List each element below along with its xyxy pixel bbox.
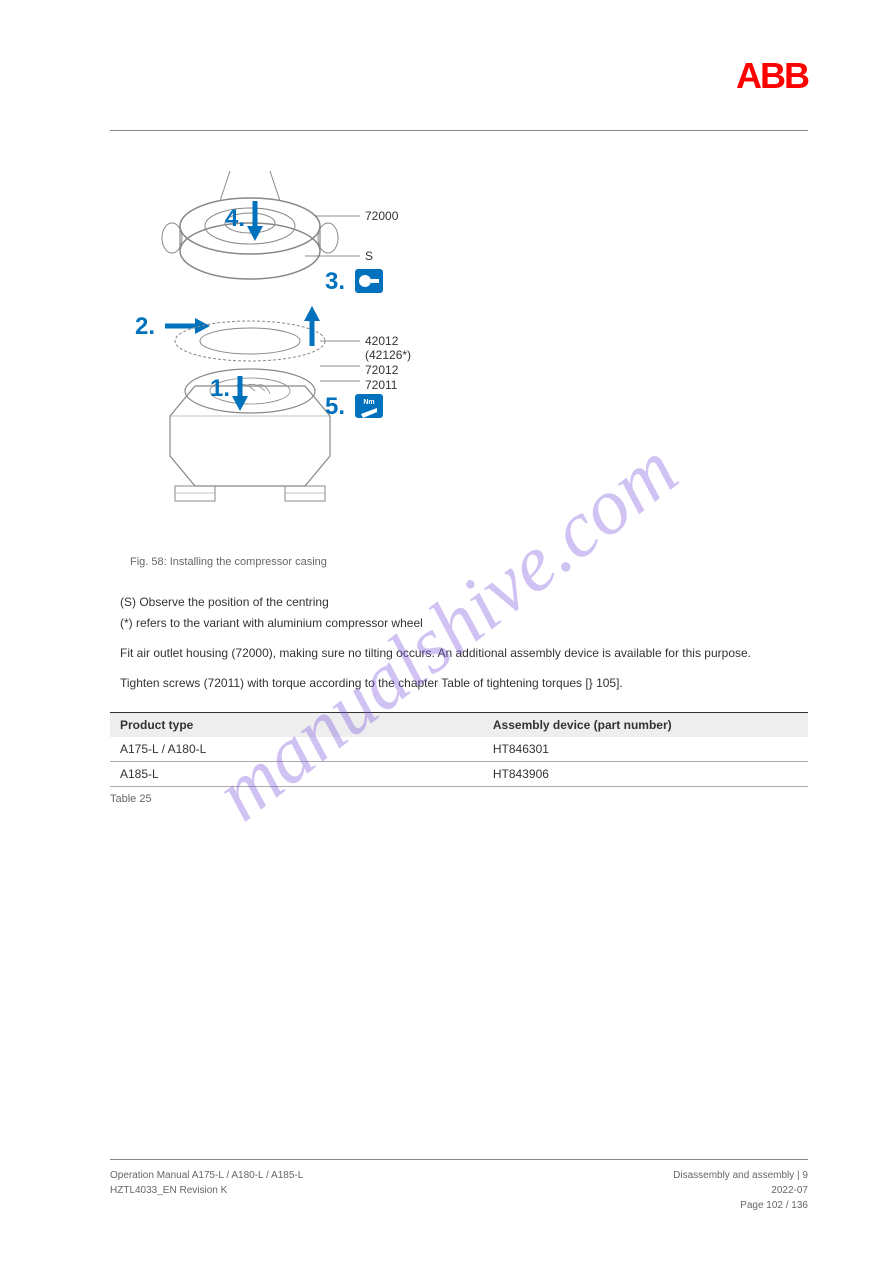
table-cell-partno: HT843906 xyxy=(493,767,798,781)
svg-text:(42126*): (42126*) xyxy=(365,348,411,362)
page-footer: Operation Manual A175-L / A180-L / A185-… xyxy=(110,1159,808,1213)
footer-page-number: Page 102 / 136 xyxy=(673,1198,808,1213)
note-centring: (S) Observe the position of the centring xyxy=(120,593,808,611)
note-tighten: Tighten screws (72011) with torque accor… xyxy=(120,674,808,692)
svg-text:3.: 3. xyxy=(325,268,345,295)
svg-text:1.: 1. xyxy=(210,375,230,402)
footer-chapter: Disassembly and assembly | 9 xyxy=(673,1168,808,1183)
table-row: A175-L / A180-L HT846301 xyxy=(110,737,808,762)
footer-date: 2022-07 xyxy=(673,1183,808,1198)
svg-text:72000: 72000 xyxy=(365,209,399,223)
table-cell-product: A185-L xyxy=(120,767,493,781)
notes-block: (S) Observe the position of the centring… xyxy=(120,593,808,692)
table-header-device: Assembly device (part number) xyxy=(493,718,798,732)
svg-text:2.: 2. xyxy=(135,313,155,340)
table-cell-partno: HT846301 xyxy=(493,742,798,756)
table-header-row: Product type Assembly device (part numbe… xyxy=(110,713,808,737)
footer-doc-title: Operation Manual A175-L / A180-L / A185-… xyxy=(110,1168,303,1183)
table-caption: Table 25 xyxy=(110,793,808,805)
torque-table: Product type Assembly device (part numbe… xyxy=(110,712,808,787)
abb-logo: ABB xyxy=(736,55,808,97)
manual-page: ABB 4. xyxy=(0,0,893,1263)
note-variant: (*) refers to the variant with aluminium… xyxy=(120,614,808,632)
svg-text:72012: 72012 xyxy=(365,363,399,377)
diagram-svg: 4. 72000 S 3. 2. xyxy=(130,166,430,546)
svg-text:Nm: Nm xyxy=(363,399,374,406)
footer-right: Disassembly and assembly | 9 2022-07 Pag… xyxy=(673,1168,808,1213)
footer-left: Operation Manual A175-L / A180-L / A185-… xyxy=(110,1168,303,1213)
header-divider xyxy=(110,130,808,131)
note-fit-housing: Fit air outlet housing (72000), making s… xyxy=(120,644,808,662)
svg-text:42012: 42012 xyxy=(365,334,399,348)
svg-text:4.: 4. xyxy=(225,205,245,232)
table-cell-product: A175-L / A180-L xyxy=(120,742,493,756)
footer-doc-id: HZTL4033_EN Revision K xyxy=(110,1183,303,1198)
svg-text:72011: 72011 xyxy=(365,378,398,392)
assembly-diagram: 4. 72000 S 3. 2. xyxy=(130,166,430,546)
figure-caption: Fig. 58: Installing the compressor casin… xyxy=(130,556,808,568)
svg-text:S: S xyxy=(365,249,373,263)
svg-text:5.: 5. xyxy=(325,393,345,420)
table-row: A185-L HT843906 xyxy=(110,762,808,787)
table-header-product: Product type xyxy=(120,718,493,732)
